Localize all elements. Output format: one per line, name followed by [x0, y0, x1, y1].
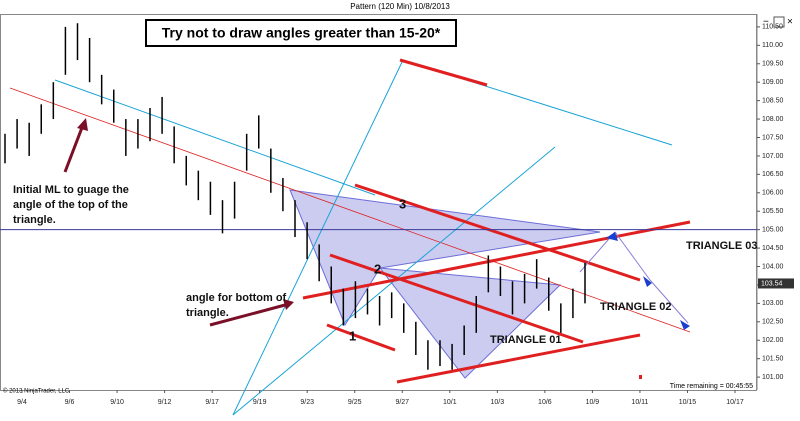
y-tick-label: 102.00	[762, 337, 784, 344]
window-title: Pattern (120 Min) 10/8/2013	[350, 2, 450, 11]
copyright: © 2013 NinjaTrader, LLC	[3, 388, 70, 395]
cyan-line	[232, 59, 404, 416]
last-price-box	[758, 278, 794, 289]
last-price-label: 103.54	[761, 280, 783, 287]
red-line	[396, 333, 641, 384]
x-tick-label: 9/25	[348, 399, 362, 406]
red-line	[329, 253, 584, 344]
red-line	[302, 220, 691, 300]
y-tick-label: 101.00	[762, 374, 784, 381]
y-tick-label: 103.00	[762, 300, 784, 307]
red-line	[399, 58, 488, 87]
note-line: triangle.	[13, 214, 56, 226]
arrowhead	[643, 276, 652, 287]
red-lines	[302, 58, 691, 384]
time-remaining: Time remaining = 00:45:55	[670, 383, 753, 390]
cyan-line	[54, 79, 376, 196]
arrow	[63, 124, 85, 173]
x-tick-label: 9/27	[395, 399, 409, 406]
y-tick-label: 102.50	[762, 319, 784, 326]
pattern-label: 1	[349, 328, 356, 343]
headline: Try not to draw angles greater than 15-2…	[162, 25, 441, 41]
y-tick-label: 106.00	[762, 190, 784, 197]
y-tick-label: 104.50	[762, 245, 784, 252]
y-tick-label: 107.00	[762, 153, 784, 160]
red-dot	[639, 375, 642, 379]
x-tick-label: 9/6	[65, 399, 75, 406]
x-tick-label: 10/1	[443, 399, 457, 406]
x-tick-label: 9/17	[205, 399, 219, 406]
projection-line	[649, 279, 689, 324]
triangle-label: TRIANGLE 03	[686, 240, 758, 252]
arrowhead	[283, 299, 294, 310]
x-tick-label: 10/9	[586, 399, 600, 406]
arrowhead	[77, 118, 88, 131]
median-line	[9, 87, 691, 333]
red-line	[354, 183, 641, 282]
y-tick-label: 110.50	[762, 24, 783, 31]
close-button[interactable]: ×	[787, 17, 793, 28]
x-tick-label: 9/12	[158, 399, 172, 406]
arrow	[209, 303, 286, 327]
headline-box	[145, 19, 457, 47]
y-tick-label: 110.00	[762, 42, 783, 49]
y-tick-label: 109.00	[762, 79, 784, 86]
note-line: Initial ML to guage the	[13, 184, 129, 196]
x-tick-label: 10/11	[631, 399, 648, 406]
arrowhead	[606, 232, 618, 241]
x-tick-label: 10/6	[538, 399, 552, 406]
note-line: triangle.	[186, 307, 229, 319]
triangle-shape	[378, 267, 562, 379]
triangle-label: TRIANGLE 01	[490, 334, 562, 346]
x-tick-label: 10/15	[679, 399, 697, 406]
x-tick-label: 10/3	[491, 399, 505, 406]
triangle-label: TRIANGLE 02	[600, 301, 672, 313]
red-line	[326, 323, 396, 352]
y-tick-label: 107.50	[762, 134, 784, 141]
x-tick-label: 9/4	[17, 399, 27, 406]
pattern-label: 2	[374, 261, 381, 276]
x-tick-label: 9/19	[253, 399, 267, 406]
note-line: angle for bottom of	[186, 292, 287, 304]
projection-line	[614, 231, 651, 281]
y-tick-label: 108.00	[762, 116, 784, 123]
title-bar	[0, 0, 800, 13]
x-tick-label: 9/23	[300, 399, 314, 406]
pattern-label: 3	[399, 196, 406, 211]
arrowhead	[680, 320, 690, 330]
minimize-button[interactable]: −	[763, 17, 769, 28]
restore-button[interactable]	[773, 16, 785, 28]
y-tick-label: 109.50	[762, 61, 784, 68]
y-tick-label: 105.00	[762, 226, 784, 233]
y-tick-label: 104.00	[762, 263, 784, 270]
x-tick-label: 10/17	[726, 399, 744, 406]
y-tick-label: 106.50	[762, 171, 784, 178]
note-line: angle of the top of the	[13, 199, 128, 211]
x-tick-label: 9/10	[110, 399, 124, 406]
y-tick-label: 101.50	[762, 356, 784, 363]
y-tick-label: 108.50	[762, 97, 784, 104]
y-tick-label: 105.50	[762, 208, 784, 215]
